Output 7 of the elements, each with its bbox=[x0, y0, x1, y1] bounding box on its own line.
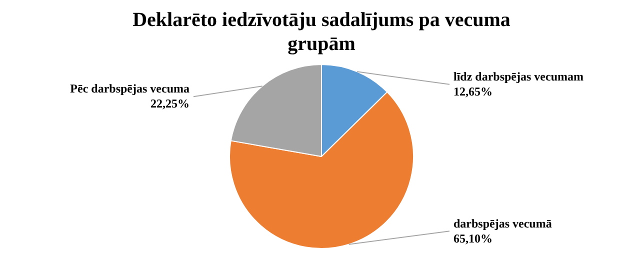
data-label: 65,10% bbox=[454, 231, 492, 246]
chart-title: Deklarēto iedzīvotāju sadalījums pa vecuma grupām bbox=[132, 8, 512, 56]
slice-label: līdz darbspējas vecumam bbox=[454, 69, 584, 84]
data-label: 12,65% bbox=[454, 84, 492, 98]
slice-label: Pēc darbspējas vecuma bbox=[70, 82, 190, 96]
data-label: 22,25% bbox=[150, 96, 190, 111]
slice-label: darbspējas vecumā bbox=[454, 216, 552, 230]
